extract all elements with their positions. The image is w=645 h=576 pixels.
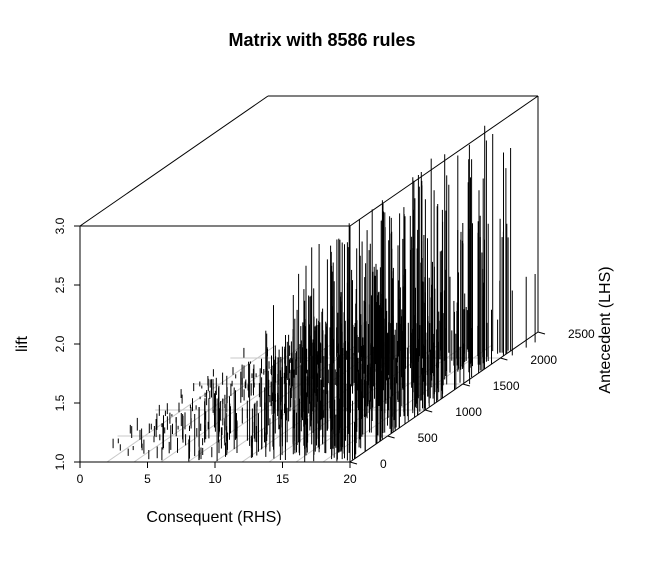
x-tick-label: 0	[77, 472, 84, 486]
y-tick-mark	[500, 357, 508, 361]
x-tick-label: 10	[208, 472, 222, 486]
y-tick-mark	[537, 331, 546, 335]
z-axis-title: lift	[14, 335, 31, 352]
box-edge	[349, 331, 539, 463]
z-tick-label: 1.5	[53, 394, 67, 411]
y-tick-label: 0	[380, 457, 387, 471]
y-tick-mark	[387, 435, 395, 439]
y-tick-label: 2000	[530, 353, 557, 367]
chart-title: Matrix with 8586 rules	[228, 30, 415, 50]
y-tick-label: 1500	[493, 379, 520, 393]
floor-grid-line	[106, 344, 277, 463]
y-axis-title: Antecedent (LHS)	[597, 266, 614, 393]
z-tick-label: 1.0	[53, 453, 67, 470]
x-tick-label: 20	[343, 472, 357, 486]
z-tick-label: 2.0	[53, 335, 67, 352]
bar-spikes	[112, 125, 536, 462]
y-tick-label: 2500	[568, 327, 595, 341]
x-tick-label: 15	[276, 472, 290, 486]
x-axis-title: Consequent (RHS)	[146, 509, 281, 526]
box-edge	[349, 95, 539, 227]
z-tick-label: 3.0	[53, 217, 67, 234]
axis-ticks: 0 5 10 15 20 1.0 1.5 2.0 2.5 3.0 0 500 1000 1500 2000 2…	[53, 217, 595, 486]
y-tick-mark	[349, 461, 358, 465]
plot-box	[79, 95, 539, 463]
y-tick-mark	[425, 409, 433, 413]
y-tick-mark	[462, 383, 470, 387]
box-edge	[79, 95, 269, 227]
z-tick-label: 2.5	[53, 276, 67, 293]
x-tick-label: 5	[144, 472, 151, 486]
y-tick-label: 500	[418, 431, 438, 445]
y-tick-label: 1000	[455, 405, 482, 419]
